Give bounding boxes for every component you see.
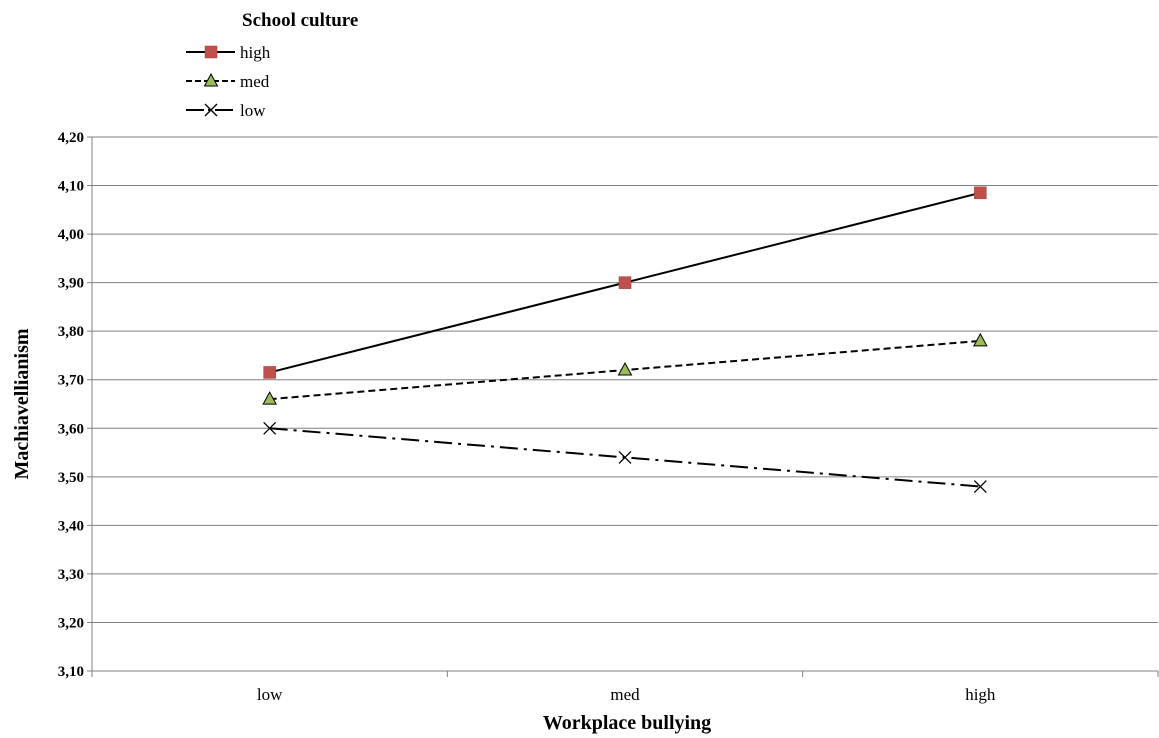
marker-stroke [204,103,218,117]
y-tick-label: 3,30 [58,567,84,583]
grid-lines [87,136,1158,672]
y-tick-label: 3,60 [58,421,84,437]
y-tick-label: 3,40 [58,518,84,534]
data-point [618,276,632,289]
y-tick-labels: 3,10 3,20 3,30 3,40 3,50 3,60 3,70 3,80 3,90 4,00… [58,130,84,680]
series-high [263,186,987,379]
legend-label: high [240,43,271,62]
x-axis-title: Workplace bullying [543,712,711,734]
legend-label: low [240,101,266,120]
x-tick-label: med [610,685,640,704]
legend-item-med: med [186,72,270,91]
data-point [973,480,987,493]
data-point [262,391,278,405]
legend-marker [204,45,218,59]
y-tick-label: 4,10 [58,179,84,195]
legend-marker [204,103,218,117]
y-axis-title: Machiavellianism [11,328,33,479]
y-tick-label: 3,90 [58,276,84,292]
x-tick-label: high [965,685,996,704]
data-point [618,450,632,464]
y-tick-label: 4,20 [58,130,84,146]
legend-label: med [240,72,270,91]
y-tick-label: 3,20 [58,615,84,631]
legend-title: School culture [242,10,358,31]
legend-item-high: high [186,43,271,62]
series-low [263,421,987,493]
y-tick-label: 3,80 [58,324,84,340]
legend: School culture high med low [186,10,358,120]
series-med [262,332,988,405]
x-tick-labels: low med high [257,685,996,704]
data-point [972,332,988,347]
data-point [974,186,987,200]
marker-stroke [973,480,987,493]
y-tick-label: 3,50 [58,470,84,486]
data-point [263,366,276,379]
series-group [262,186,988,493]
y-tick-label: 4,00 [58,227,84,243]
marker-stroke [618,450,632,464]
axes [91,137,1159,677]
legend-marker [203,72,219,87]
data-point [263,421,277,435]
x-tick-label: low [257,685,283,704]
data-point [617,361,633,376]
marker-stroke [263,421,277,435]
legend-item-low: low [186,101,266,120]
y-tick-label: 3,10 [58,664,84,680]
y-tick-label: 3,70 [58,373,84,389]
